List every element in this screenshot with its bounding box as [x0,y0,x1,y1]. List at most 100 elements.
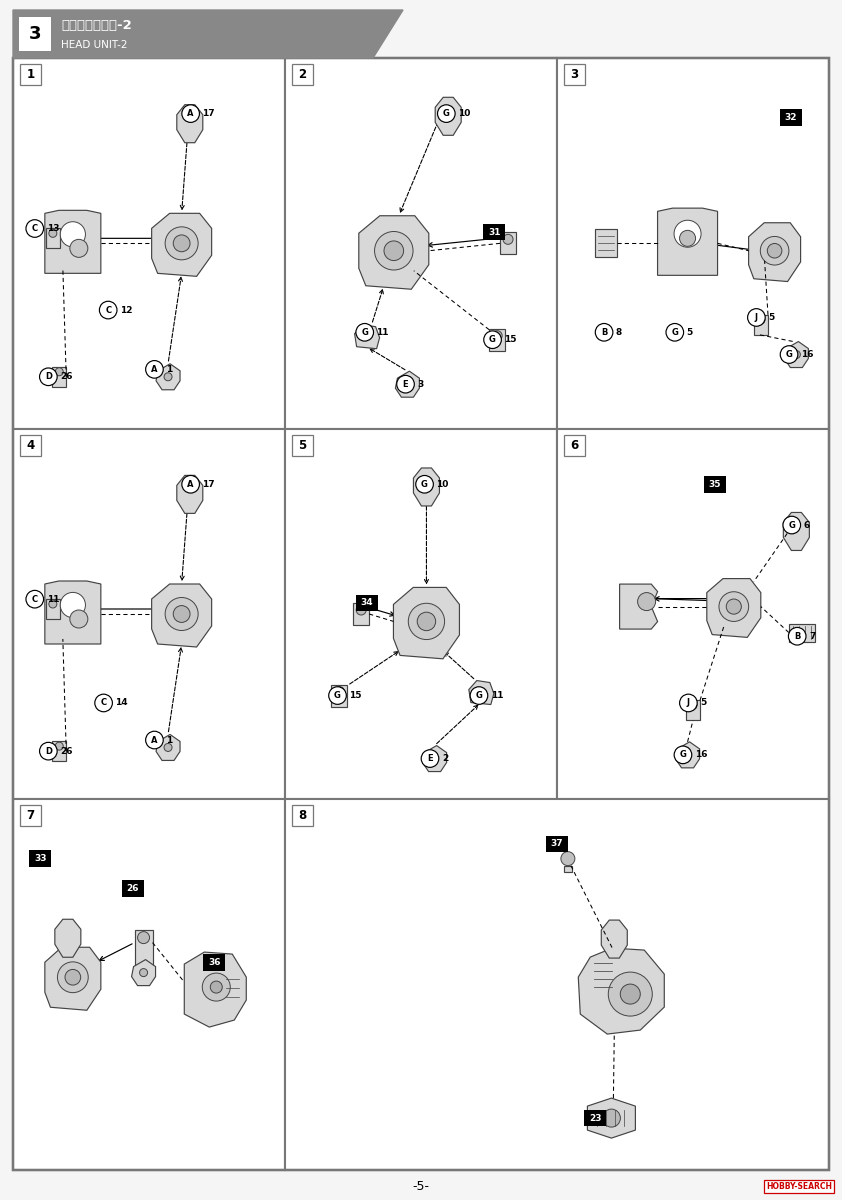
Bar [564,64,585,85]
Circle shape [637,593,656,611]
Text: 17: 17 [202,109,215,118]
Polygon shape [396,371,419,397]
Circle shape [99,301,117,319]
Bar [584,1110,606,1127]
Bar [557,428,829,799]
Bar [595,229,617,257]
Text: G: G [361,328,368,337]
Bar [557,58,829,428]
Text: G: G [489,335,496,344]
Circle shape [788,628,806,646]
Text: HEAD UNIT-2: HEAD UNIT-2 [61,40,127,49]
Text: C: C [32,595,38,604]
Bar [754,314,768,335]
Text: 6: 6 [570,439,578,451]
Circle shape [56,742,63,750]
Text: 3: 3 [29,25,41,43]
Circle shape [40,743,57,760]
Polygon shape [152,584,211,647]
Circle shape [165,227,198,260]
Circle shape [56,367,63,376]
Circle shape [748,308,765,326]
Circle shape [26,220,44,238]
Text: 5: 5 [298,439,306,451]
Text: 6: 6 [803,521,810,529]
Circle shape [165,598,198,630]
Text: 32: 32 [785,113,797,122]
Circle shape [334,686,344,696]
Bar [20,434,41,456]
Circle shape [164,373,172,380]
Text: D: D [45,372,52,382]
Circle shape [416,475,434,493]
Bar [29,851,51,866]
Text: 5: 5 [686,328,693,337]
Circle shape [146,731,163,749]
Polygon shape [675,742,700,768]
Text: 3: 3 [570,68,578,80]
Bar [686,701,700,720]
Polygon shape [783,512,809,551]
Text: E: E [427,754,433,763]
Text: E: E [402,379,408,389]
Circle shape [328,686,346,704]
Text: A: A [152,736,157,744]
Text: 36: 36 [208,958,221,967]
Polygon shape [469,680,494,704]
Circle shape [561,852,575,865]
Text: 1: 1 [166,365,173,374]
Bar [135,930,152,965]
Polygon shape [131,960,156,985]
Text: HOBBY-SEARCH: HOBBY-SEARCH [766,1182,832,1190]
Text: 1: 1 [166,736,173,744]
Polygon shape [393,588,460,659]
Circle shape [49,600,57,608]
Circle shape [146,360,163,378]
Text: 3: 3 [418,379,424,389]
Circle shape [674,746,692,763]
Circle shape [95,694,112,712]
Polygon shape [423,745,446,772]
Text: 11: 11 [491,691,504,700]
Bar [20,805,41,827]
Circle shape [356,324,374,341]
Text: A: A [188,480,194,488]
Bar [789,624,815,642]
Text: 31: 31 [488,228,501,236]
Polygon shape [706,578,761,637]
Bar [500,233,516,254]
Circle shape [173,235,190,252]
Polygon shape [601,920,627,958]
Circle shape [61,593,85,618]
Text: 35: 35 [708,480,721,488]
Circle shape [140,968,147,977]
Bar [332,684,348,707]
Circle shape [202,973,230,1001]
Polygon shape [156,364,180,390]
Text: 2: 2 [298,68,306,80]
Circle shape [70,239,88,257]
Polygon shape [45,581,101,644]
Text: 16: 16 [801,350,813,359]
Circle shape [679,230,695,246]
Text: 34: 34 [360,599,373,607]
Text: 23: 23 [589,1114,601,1123]
Polygon shape [658,208,717,275]
Text: J: J [687,698,690,708]
Bar [13,58,285,428]
Polygon shape [359,216,429,289]
Polygon shape [578,948,664,1034]
Circle shape [679,694,697,712]
Text: 11: 11 [46,595,59,604]
Polygon shape [45,947,101,1010]
Text: G: G [476,691,482,700]
Polygon shape [13,10,403,58]
Circle shape [375,232,413,270]
Bar [564,865,572,871]
Circle shape [384,241,403,260]
Circle shape [57,962,88,992]
Text: 13: 13 [46,224,59,233]
Text: 1: 1 [26,68,35,80]
Text: 26: 26 [60,746,72,756]
Text: B: B [601,328,607,337]
